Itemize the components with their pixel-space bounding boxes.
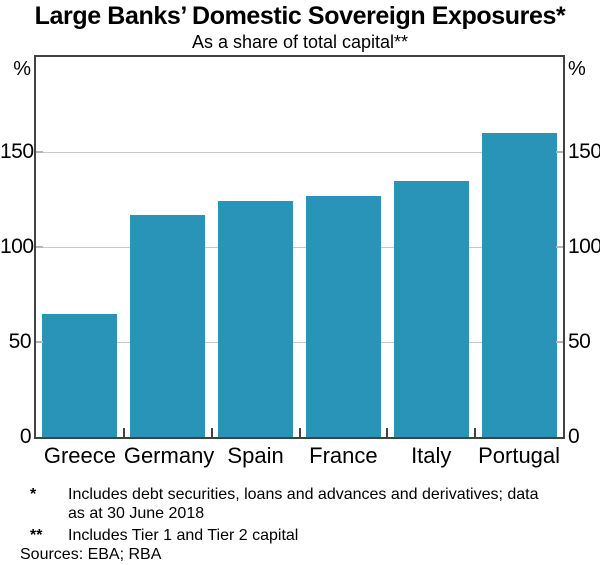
footnote-marker: * — [30, 486, 37, 503]
bar-germany — [130, 214, 206, 437]
y-axis-unit-left: % — [13, 58, 31, 80]
footnote-1: * Includes debt securities, loans and adv… — [0, 485, 600, 523]
x-axis-label-portugal: Portugal — [478, 443, 561, 468]
footnote-2: ** Includes Tier 1 and Tier 2 capital — [0, 526, 600, 545]
x-axis-label-germany: Germany — [123, 443, 215, 468]
chart-subtitle: As a share of total capital** — [191, 32, 409, 52]
y-axis-label-left-50: 50 — [8, 330, 32, 353]
bar-italy — [393, 180, 469, 437]
x-axis-boundary-tick-1 — [122, 428, 125, 437]
y-axis-tick-right-100 — [556, 246, 563, 248]
y-axis-label-right-0: 0 — [568, 425, 580, 448]
x-axis-label-italy: Italy — [411, 443, 452, 468]
y-axis-tick-right-50 — [556, 341, 563, 343]
footnote-marker: ** — [30, 527, 43, 544]
gridline-150 — [36, 151, 563, 153]
y-axis-label-right-150: 150 — [568, 140, 600, 163]
footnote-text: Includes Tier 1 and Tier 2 capital — [68, 527, 299, 544]
x-axis-boundary-tick-5 — [474, 428, 477, 437]
y-axis-tick-right-150 — [556, 151, 563, 153]
bar-spain — [218, 201, 294, 437]
gridline-50 — [36, 341, 563, 343]
x-axis-label-france: France — [309, 443, 378, 468]
y-axis-label-left-150: 150 — [0, 140, 34, 163]
y-axis-label-right-50: 50 — [568, 330, 591, 353]
bar-portugal — [481, 133, 557, 437]
x-axis-label-greece: Greece — [43, 443, 116, 468]
y-axis-tick-left-100 — [36, 246, 43, 248]
x-axis-label-spain: Spain — [227, 443, 284, 468]
footnotes: * Includes debt securities, loans and adv… — [0, 485, 600, 548]
bar-france — [305, 195, 381, 437]
y-axis-label-left-0: 0 — [19, 425, 32, 448]
x-axis-boundary-tick-3 — [298, 428, 301, 437]
y-axis-tick-left-150 — [36, 151, 43, 153]
gridline-100 — [36, 246, 563, 248]
footnote-text: Includes debt securities, loans and adva… — [68, 486, 539, 522]
bar-greece — [42, 313, 118, 437]
chart-title: Large Banks’ Domestic Sovereign Exposure… — [34, 2, 566, 30]
y-axis-unit-right: % — [568, 58, 586, 80]
sources-line: Sources: EBA; RBA — [20, 546, 162, 563]
y-axis-tick-left-50 — [36, 341, 43, 343]
x-axis-boundary-tick-2 — [210, 428, 213, 437]
y-axis-label-right-100: 100 — [568, 235, 600, 258]
x-axis-boundary-tick-4 — [386, 428, 389, 437]
y-axis-label-left-100: 100 — [0, 235, 34, 258]
axis-frame — [34, 55, 565, 439]
